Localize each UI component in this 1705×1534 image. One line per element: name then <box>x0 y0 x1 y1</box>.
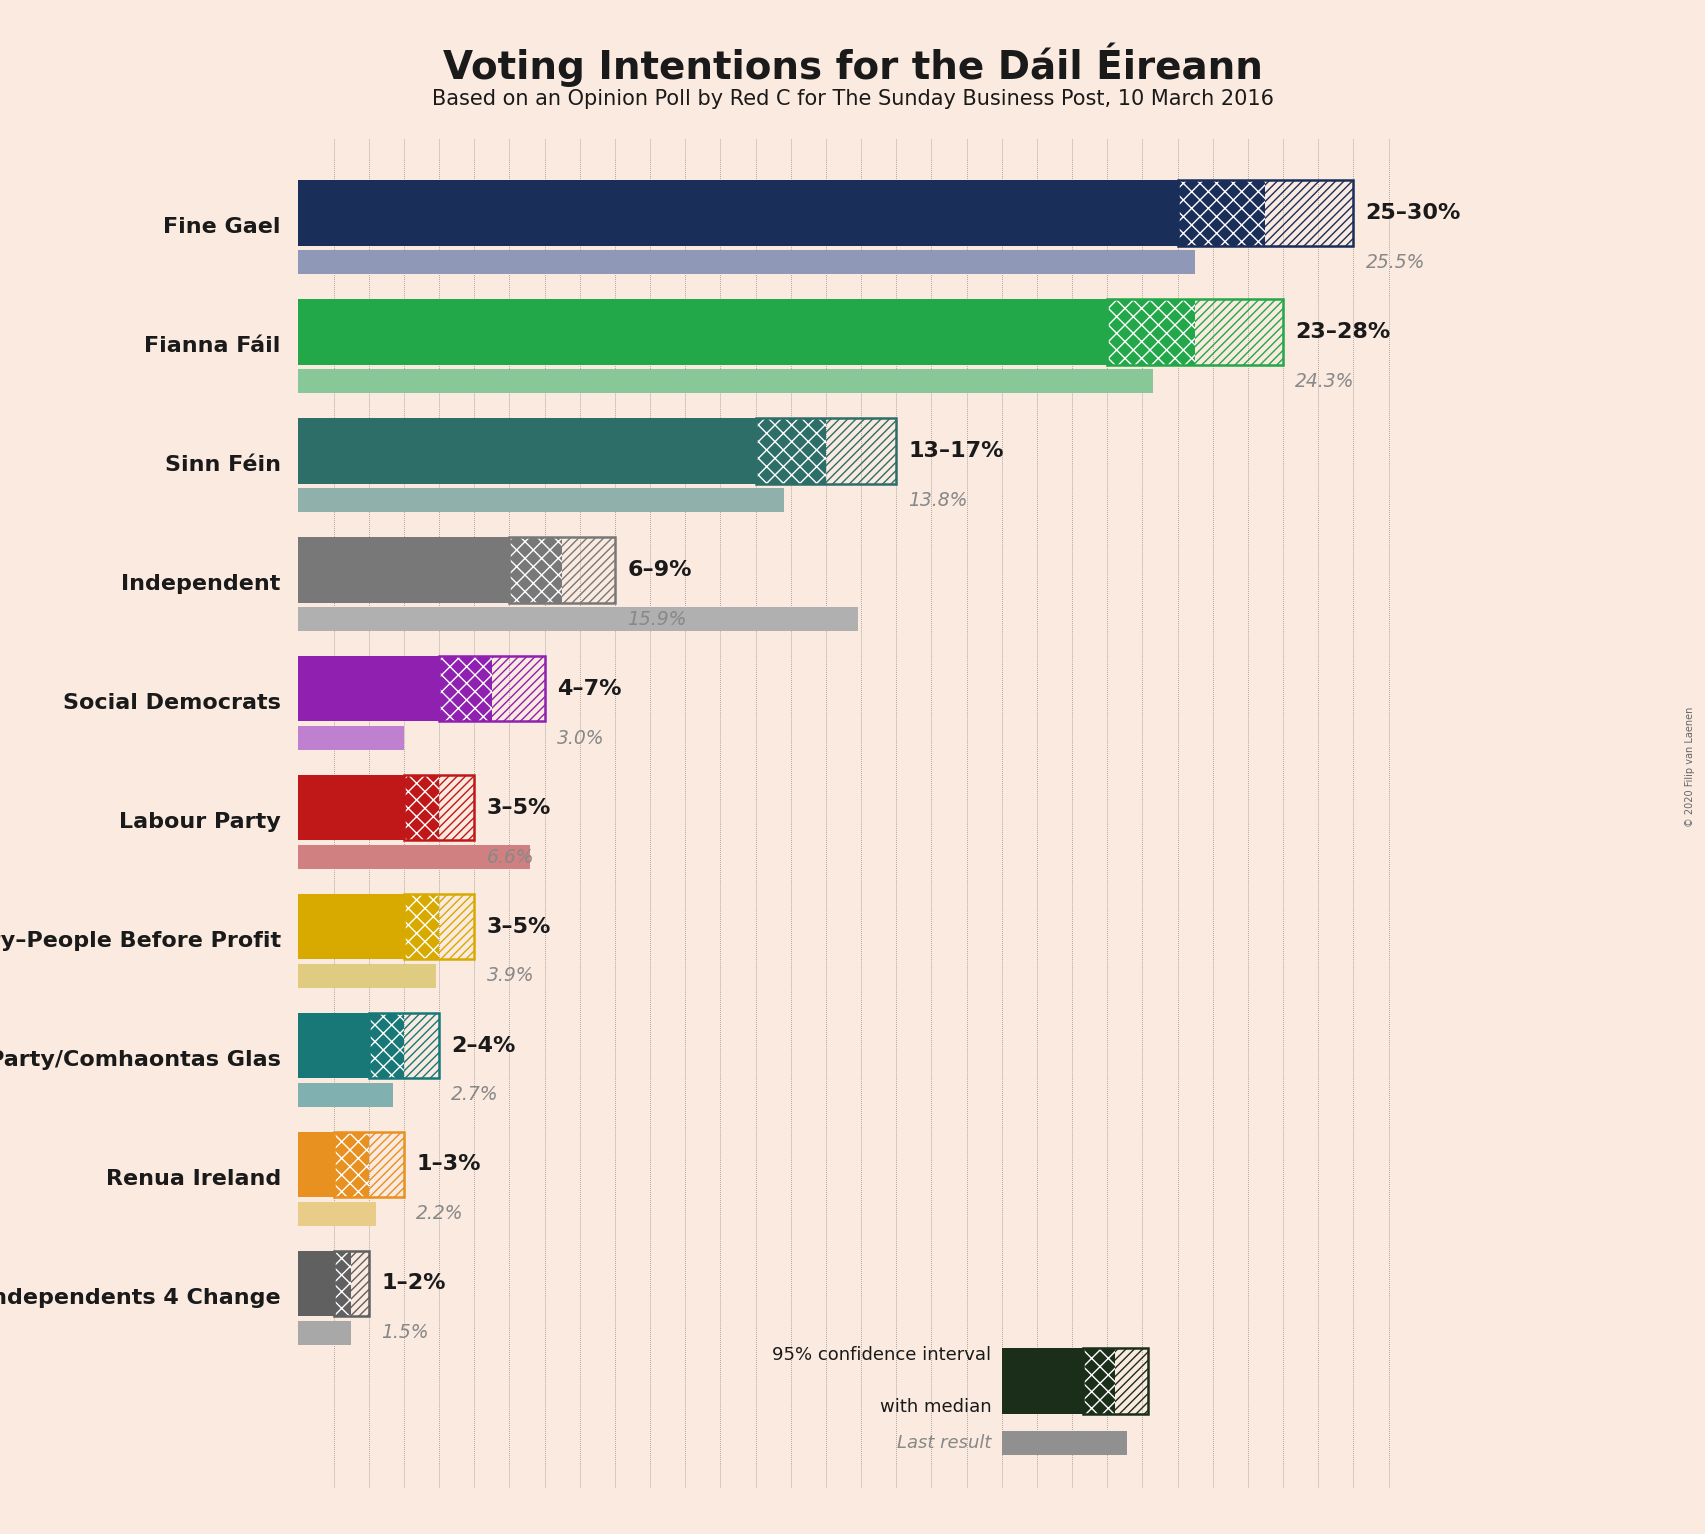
Bar <box>1178 181 1354 245</box>
Bar <box>368 1012 440 1078</box>
Bar <box>368 1012 404 1078</box>
Bar <box>298 250 1195 275</box>
Text: 1–2%: 1–2% <box>380 1273 445 1293</box>
Bar <box>440 894 474 959</box>
Text: 25–30%: 25–30% <box>1366 202 1461 222</box>
Bar <box>334 1132 368 1197</box>
Bar <box>298 607 858 630</box>
Bar <box>825 419 897 483</box>
Bar <box>298 894 404 959</box>
Text: 2.7%: 2.7% <box>452 1086 500 1104</box>
Bar <box>298 775 404 841</box>
Text: Labour Party: Labour Party <box>119 811 281 831</box>
Text: Independent: Independent <box>121 574 281 594</box>
Text: Based on an Opinion Poll by Red C for The Sunday Business Post, 10 March 2016: Based on an Opinion Poll by Red C for Th… <box>431 89 1274 109</box>
Bar <box>298 963 435 988</box>
Bar <box>298 1250 334 1316</box>
Text: 3.9%: 3.9% <box>486 966 534 985</box>
Bar <box>298 370 1153 393</box>
Bar <box>298 181 1178 245</box>
Text: Social Democrats: Social Democrats <box>63 693 281 713</box>
Text: Fianna Fáil: Fianna Fáil <box>145 336 281 356</box>
Text: with median: with median <box>880 1397 991 1416</box>
Bar <box>298 845 530 868</box>
Bar <box>510 537 616 603</box>
Text: 13–17%: 13–17% <box>909 440 1004 460</box>
Bar <box>1265 181 1354 245</box>
Text: 25.5%: 25.5% <box>1366 253 1425 272</box>
Bar <box>563 537 616 603</box>
Text: 1.5%: 1.5% <box>380 1324 428 1342</box>
Bar <box>298 657 440 721</box>
Text: 6–9%: 6–9% <box>627 560 692 580</box>
Bar <box>440 775 474 841</box>
Bar <box>298 1083 394 1108</box>
Bar <box>1107 299 1195 365</box>
Text: 23–28%: 23–28% <box>1296 322 1391 342</box>
Bar <box>1195 299 1282 365</box>
Text: 6.6%: 6.6% <box>486 847 534 867</box>
Bar <box>298 1321 351 1345</box>
Bar <box>334 1250 351 1316</box>
Text: 95% confidence interval: 95% confidence interval <box>772 1347 991 1364</box>
Bar <box>1003 1431 1127 1454</box>
Text: 1–3%: 1–3% <box>416 1155 481 1175</box>
Bar <box>298 726 404 750</box>
Text: 24.3%: 24.3% <box>1296 371 1355 391</box>
Text: 3.0%: 3.0% <box>558 729 605 747</box>
Bar <box>368 1132 404 1197</box>
Text: 13.8%: 13.8% <box>909 491 968 509</box>
Bar <box>404 775 440 841</box>
Text: Independents 4 Change: Independents 4 Change <box>0 1287 281 1307</box>
Bar <box>404 1012 440 1078</box>
Bar <box>298 488 784 512</box>
Bar <box>298 419 755 483</box>
Text: Solidarity–People Before Profit: Solidarity–People Before Profit <box>0 931 281 951</box>
Bar <box>510 537 563 603</box>
Bar <box>351 1250 368 1316</box>
Bar <box>298 537 510 603</box>
Text: Last result: Last result <box>897 1434 991 1451</box>
Bar <box>404 894 440 959</box>
Bar <box>1003 1348 1083 1414</box>
Bar <box>440 657 491 721</box>
Bar <box>491 657 544 721</box>
Text: 15.9%: 15.9% <box>627 609 687 629</box>
Bar <box>298 1012 368 1078</box>
Bar <box>1083 1348 1115 1414</box>
Text: 2.2%: 2.2% <box>416 1204 464 1223</box>
Bar <box>1083 1348 1147 1414</box>
Text: 3–5%: 3–5% <box>486 917 551 937</box>
Bar <box>298 299 1107 365</box>
Bar <box>1178 181 1265 245</box>
Bar <box>755 419 897 483</box>
Bar <box>334 1132 404 1197</box>
Text: Green Party/Comhaontas Glas: Green Party/Comhaontas Glas <box>0 1049 281 1069</box>
Text: © 2020 Filip van Laenen: © 2020 Filip van Laenen <box>1685 707 1695 827</box>
Text: 4–7%: 4–7% <box>558 678 621 698</box>
Text: 3–5%: 3–5% <box>486 798 551 818</box>
Text: Voting Intentions for the Dáil Éireann: Voting Intentions for the Dáil Éireann <box>443 43 1262 87</box>
Bar <box>298 1203 375 1226</box>
Text: Renua Ireland: Renua Ireland <box>106 1169 281 1189</box>
Bar <box>334 1250 368 1316</box>
Bar <box>1107 299 1282 365</box>
Bar <box>1115 1348 1147 1414</box>
Text: Fine Gael: Fine Gael <box>164 218 281 238</box>
Bar <box>440 657 544 721</box>
Text: Sinn Féin: Sinn Féin <box>165 456 281 476</box>
Bar <box>404 894 474 959</box>
Bar <box>404 775 474 841</box>
Bar <box>755 419 825 483</box>
Bar <box>298 1132 334 1197</box>
Text: 2–4%: 2–4% <box>452 1035 515 1055</box>
